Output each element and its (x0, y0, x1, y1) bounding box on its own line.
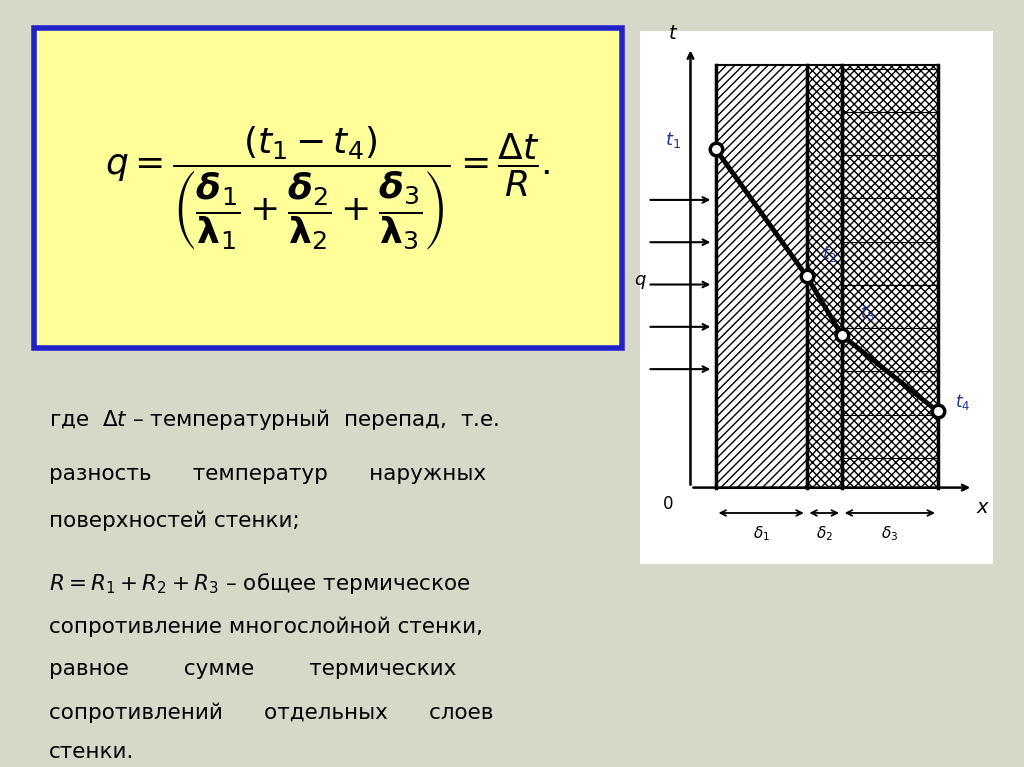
Text: $q = \dfrac{\left(t_1 - t_4\right)}{\left(\dfrac{\boldsymbol{\delta}_1}{\boldsym: $q = \dfrac{\left(t_1 - t_4\right)}{\lef… (105, 124, 550, 252)
Text: сопротивление многослойной стенки,: сопротивление многослойной стенки, (49, 616, 483, 637)
Bar (842, 64, 938, 488)
Text: $\delta_2$: $\delta_2$ (816, 525, 833, 543)
Text: $x$: $x$ (976, 498, 990, 517)
Text: поверхностей стенки;: поверхностей стенки; (49, 511, 300, 531)
Text: $\delta_3$: $\delta_3$ (882, 525, 898, 543)
Bar (807, 64, 842, 488)
Text: $t_2$: $t_2$ (822, 244, 837, 264)
Bar (716, 64, 807, 488)
Text: $t_4$: $t_4$ (955, 392, 971, 412)
Text: 0: 0 (663, 495, 673, 513)
Text: $R = R_1 + R_2 + R_3$ – общее термическое: $R = R_1 + R_2 + R_3$ – общее термическо… (49, 571, 470, 596)
Text: где  $\Delta t$ – температурный  перепад,  т.е.: где $\Delta t$ – температурный перепад, … (49, 407, 499, 432)
Text: $t_3$: $t_3$ (859, 304, 874, 324)
Text: $\delta_1$: $\delta_1$ (753, 525, 770, 543)
Text: разность      температур      наружных: разность температур наружных (49, 464, 486, 484)
Text: $t$: $t$ (668, 24, 678, 43)
Text: $t_1$: $t_1$ (665, 130, 681, 150)
Text: стенки.: стенки. (49, 742, 134, 762)
Text: $q$: $q$ (634, 272, 646, 291)
Text: равное        сумме        термических: равное сумме термических (49, 660, 457, 680)
Text: сопротивлений      отдельных      слоев: сопротивлений отдельных слоев (49, 702, 494, 723)
